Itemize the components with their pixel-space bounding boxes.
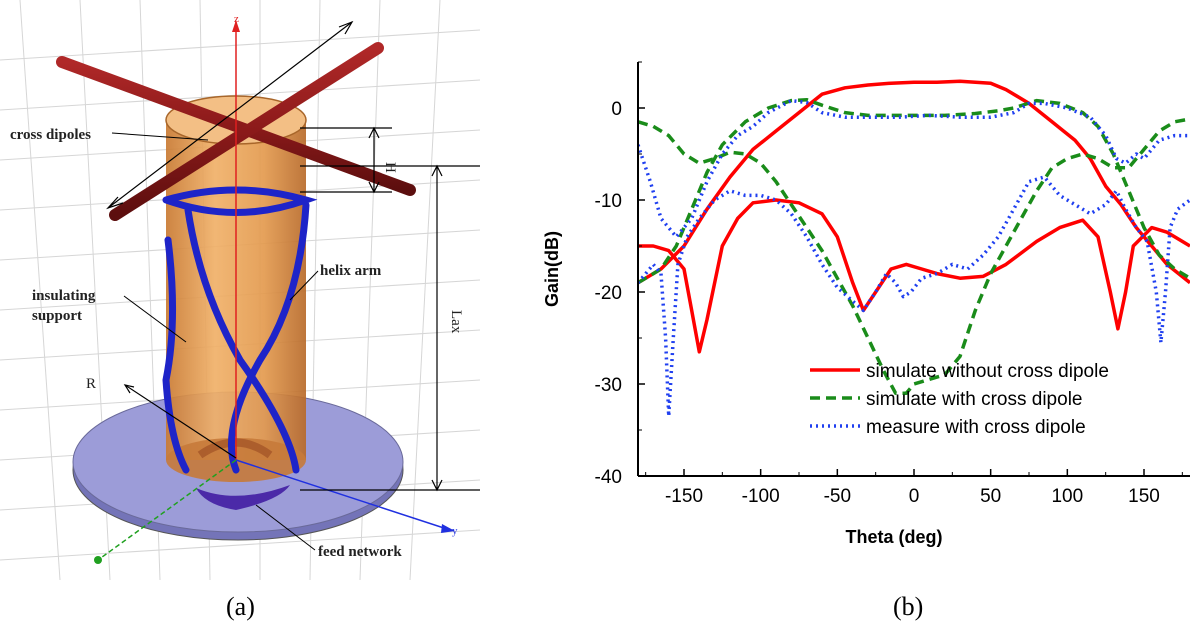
x-tick-label: -50 xyxy=(824,486,851,507)
series-line-0-1 xyxy=(638,198,1190,354)
x-tick-label: 50 xyxy=(980,486,1001,507)
series-line-2-1 xyxy=(638,98,1190,239)
label-insulating: insulating xyxy=(32,288,96,304)
y-tick-label: -30 xyxy=(595,375,622,396)
gain-chart: -150 -100 -50 0 50 100 150 0 -10 -20 -30 -40 Gain(d… xyxy=(542,61,1190,547)
caption-a: (a) xyxy=(226,592,255,621)
series-line-1-1 xyxy=(638,117,1190,395)
y-tick-label: -40 xyxy=(595,467,622,488)
label-z-axis: z xyxy=(234,13,239,25)
y-tick-label: -10 xyxy=(595,191,622,212)
x-axis-label: Theta (deg) xyxy=(846,527,943,547)
series-line-2-0 xyxy=(638,175,1190,418)
leader-lines xyxy=(111,132,319,551)
antenna-diagram: cross dipoles helix arm insulating suppo… xyxy=(0,0,480,580)
x-tick-label: -150 xyxy=(665,486,703,507)
y-tick-label: -20 xyxy=(595,283,622,304)
y-tick-label: 0 xyxy=(611,99,622,120)
label-helix-arm: helix arm xyxy=(320,263,382,279)
y-axis-label: Gain(dB) xyxy=(542,231,562,307)
label-feed-network: feed network xyxy=(318,544,402,560)
label-height: H xyxy=(382,162,398,173)
x-tick-label: 100 xyxy=(1051,486,1083,507)
legend-label: simulate without cross dipole xyxy=(866,361,1109,382)
label-support: support xyxy=(32,308,82,324)
series-line-0-0 xyxy=(638,79,1190,285)
plot-ticks: -150 -100 -50 0 50 100 150 0 -10 -20 -30 -40 xyxy=(595,61,1183,507)
feed-network-shape xyxy=(196,485,290,510)
coordinate-axes xyxy=(94,20,455,564)
legend-label: measure with cross dipole xyxy=(866,417,1086,438)
legend-label: simulate with cross dipole xyxy=(866,389,1082,410)
label-axial-length: Lax xyxy=(448,310,464,334)
x-tick-label: 150 xyxy=(1128,486,1160,507)
plot-axes xyxy=(637,62,1190,477)
plot-series xyxy=(638,79,1190,418)
x-tick-label: -100 xyxy=(742,486,780,507)
caption-b: (b) xyxy=(893,592,924,621)
legend: simulate without cross dipole simulate wi… xyxy=(810,361,1109,438)
x-tick-label: 0 xyxy=(909,486,920,507)
label-radius: R xyxy=(86,376,96,392)
helix-arms xyxy=(162,186,318,474)
dimension-lines xyxy=(106,20,480,492)
label-cross-dipoles: cross dipoles xyxy=(10,127,91,143)
label-y-axis: y xyxy=(452,525,458,537)
